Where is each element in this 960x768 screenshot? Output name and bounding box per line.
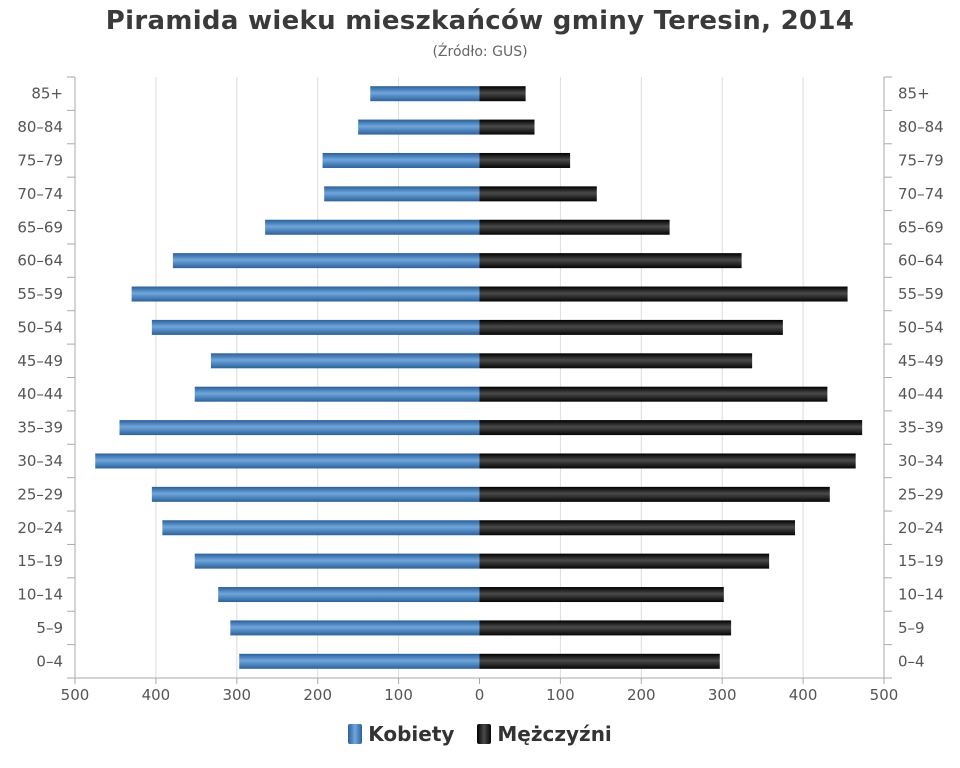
- legend: Kobiety Mężczyźni: [0, 722, 960, 749]
- axes: 500 400 300 200 100 0 100 200 300 400 500 85+ 85+ 80–…: [17, 76, 944, 704]
- bar-kobiety[interactable]: [324, 186, 480, 202]
- bar-mezczyzni[interactable]: [479, 186, 597, 202]
- age-group-label-left: 40–44: [17, 385, 63, 403]
- age-group-label-left: 30–34: [17, 452, 63, 470]
- age-group-label-left: 0–4: [36, 652, 63, 670]
- bars: [95, 86, 863, 669]
- bar-mezczyzni[interactable]: [479, 553, 770, 569]
- bar-mezczyzni[interactable]: [479, 453, 856, 469]
- age-group-label-left: 20–24: [17, 519, 63, 537]
- age-group-label-right: 65–69: [898, 218, 944, 236]
- x-tick-label: 400: [142, 686, 171, 704]
- age-group-label-right: 10–14: [898, 586, 944, 604]
- legend-swatch-mezczyzni: [477, 724, 492, 744]
- bar-kobiety[interactable]: [210, 353, 480, 369]
- age-group-label-right: 80–84: [898, 118, 944, 136]
- legend-swatch-kobiety: [348, 724, 363, 744]
- bar-mezczyzni[interactable]: [479, 219, 670, 235]
- age-group-label-right: 40–44: [898, 385, 944, 403]
- bar-kobiety[interactable]: [131, 286, 480, 302]
- x-tick-label: 500: [870, 686, 899, 704]
- bar-mezczyzni[interactable]: [479, 152, 571, 168]
- x-tick-label: 0: [475, 686, 485, 704]
- bar-mezczyzni[interactable]: [479, 587, 724, 603]
- bar-kobiety[interactable]: [95, 453, 480, 469]
- legend-item-mezczyzni[interactable]: Mężczyźni: [477, 722, 612, 746]
- bar-kobiety[interactable]: [162, 520, 480, 536]
- age-group-label-right: 5–9: [898, 619, 925, 637]
- age-group-label-left: 50–54: [17, 318, 63, 336]
- bar-kobiety[interactable]: [230, 620, 480, 636]
- bar-kobiety[interactable]: [151, 486, 480, 502]
- age-group-label-left: 15–19: [17, 552, 63, 570]
- x-tick-label: 300: [222, 686, 251, 704]
- age-group-label-left: 60–64: [17, 252, 63, 270]
- x-tick-label: 200: [303, 686, 332, 704]
- bar-kobiety[interactable]: [119, 420, 480, 436]
- x-tick-label: 100: [546, 686, 575, 704]
- x-tick-label: 400: [789, 686, 818, 704]
- bar-mezczyzni[interactable]: [479, 319, 783, 335]
- x-tick-label: 500: [61, 686, 90, 704]
- age-group-label-left: 35–39: [17, 419, 63, 437]
- chart-subtitle: (Źródło: GUS): [432, 44, 528, 60]
- age-group-label-right: 50–54: [898, 318, 944, 336]
- bar-kobiety[interactable]: [194, 386, 480, 402]
- bar-mezczyzni[interactable]: [479, 119, 535, 135]
- bar-mezczyzni[interactable]: [479, 353, 753, 369]
- x-tick-label: 100: [384, 686, 413, 704]
- bar-mezczyzni[interactable]: [479, 386, 828, 402]
- x-tick-label: 300: [708, 686, 737, 704]
- age-group-label-left: 70–74: [17, 185, 63, 203]
- grid-lines: [155, 77, 804, 678]
- age-group-label-left: 85+: [31, 85, 63, 103]
- legend-label-mezczyzni: Mężczyźni: [497, 722, 612, 746]
- age-group-label-left: 75–79: [17, 151, 63, 169]
- bar-mezczyzni[interactable]: [479, 86, 526, 102]
- legend-item-kobiety[interactable]: Kobiety: [348, 722, 454, 746]
- x-tick-label: 200: [627, 686, 656, 704]
- bar-kobiety[interactable]: [358, 119, 480, 135]
- age-group-label-right: 45–49: [898, 352, 944, 370]
- bar-kobiety[interactable]: [265, 219, 480, 235]
- age-group-label-right: 25–29: [898, 485, 944, 503]
- age-group-label-left: 80–84: [17, 118, 63, 136]
- legend-label-kobiety: Kobiety: [368, 722, 455, 746]
- bar-mezczyzni[interactable]: [479, 420, 863, 436]
- bar-mezczyzni[interactable]: [479, 520, 796, 536]
- bar-kobiety[interactable]: [239, 653, 480, 669]
- age-group-label-left: 45–49: [17, 352, 63, 370]
- age-group-label-right: 0–4: [898, 652, 925, 670]
- age-group-label-right: 30–34: [898, 452, 944, 470]
- age-group-label-right: 20–24: [898, 519, 944, 537]
- age-group-label-left: 65–69: [17, 218, 63, 236]
- bar-kobiety[interactable]: [370, 86, 480, 102]
- age-group-label-left: 5–9: [36, 619, 63, 637]
- bar-kobiety[interactable]: [322, 152, 480, 168]
- age-group-label-right: 75–79: [898, 151, 944, 169]
- bar-mezczyzni[interactable]: [479, 486, 830, 502]
- bar-kobiety[interactable]: [172, 253, 480, 269]
- age-group-label-right: 85+: [898, 85, 930, 103]
- age-group-label-left: 55–59: [17, 285, 63, 303]
- bar-kobiety[interactable]: [194, 553, 480, 569]
- bar-kobiety[interactable]: [151, 319, 480, 335]
- bar-mezczyzni[interactable]: [479, 286, 848, 302]
- age-group-label-left: 10–14: [17, 586, 63, 604]
- age-group-label-right: 35–39: [898, 419, 944, 437]
- age-group-label-left: 25–29: [17, 485, 63, 503]
- chart-title: Piramida wieku mieszkańców gminy Teresin…: [105, 6, 855, 36]
- age-group-label-right: 55–59: [898, 285, 944, 303]
- age-group-label-right: 15–19: [898, 552, 944, 570]
- bar-kobiety[interactable]: [218, 587, 480, 603]
- bar-mezczyzni[interactable]: [479, 620, 732, 636]
- bar-mezczyzni[interactable]: [479, 253, 742, 269]
- age-group-label-right: 60–64: [898, 252, 944, 270]
- bar-mezczyzni[interactable]: [479, 653, 720, 669]
- age-group-label-right: 70–74: [898, 185, 944, 203]
